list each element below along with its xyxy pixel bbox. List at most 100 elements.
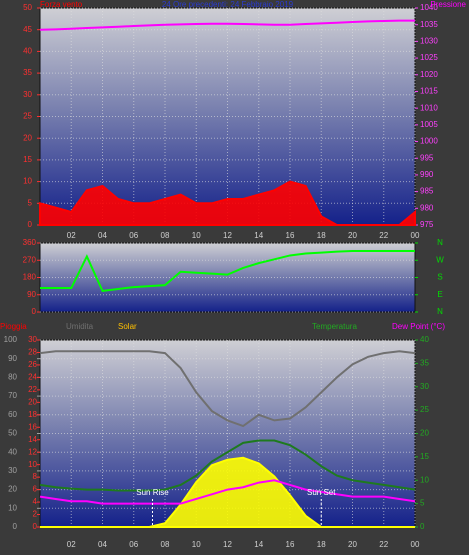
x-tick-label: 02 — [67, 231, 76, 240]
y2-tick-label: 995 — [420, 153, 434, 162]
y2-tick-label: 25 — [420, 405, 429, 414]
legend-label: Temperatura — [312, 322, 357, 331]
legend-label: Solar — [118, 322, 137, 331]
y-tick-label: 20 — [8, 485, 17, 494]
y-tick-label: 20 — [23, 133, 32, 142]
series-line — [40, 250, 415, 292]
y3-tick-label: 10 — [28, 460, 37, 469]
series-area — [40, 456, 415, 528]
y-tick-label: 70 — [8, 391, 17, 400]
y-tick-label: 360 — [23, 238, 37, 247]
series-line — [39, 439, 416, 492]
y3-tick-label: 6 — [33, 485, 38, 494]
y2-tick-label: 1035 — [420, 20, 438, 29]
x-tick-label: 04 — [98, 231, 107, 240]
x-tick-label: 14 — [254, 231, 263, 240]
y2-tick-label: 15 — [420, 452, 429, 461]
x-tick-label: 18 — [317, 231, 326, 240]
y-tick-label: 180 — [23, 273, 37, 282]
x-tick-label: 00 — [411, 231, 420, 240]
y2-tick-label: S — [437, 273, 442, 282]
y3-tick-label: 16 — [28, 422, 37, 431]
annotation-label: Sun Rise — [136, 488, 169, 497]
y-tick-label: 10 — [23, 177, 32, 186]
y-tick-label: 40 — [8, 447, 17, 456]
y-tick-label: 90 — [8, 354, 17, 363]
y-tick-label: 0 — [28, 220, 33, 229]
y-tick-label: 0 — [13, 522, 18, 531]
y-tick-label: 35 — [23, 68, 32, 77]
y2-tick-label: 1000 — [420, 137, 438, 146]
x-tick-label: 04 — [98, 540, 107, 549]
y-tick-label: 10 — [8, 503, 17, 512]
y3-tick-label: 0 — [33, 522, 38, 531]
x-tick-label: 12 — [223, 540, 232, 549]
y3-tick-label: 28 — [28, 348, 37, 357]
series-area — [39, 180, 416, 226]
annotation-label: Sun Set — [307, 488, 336, 497]
y3-tick-label: 30 — [28, 335, 37, 344]
y2-tick-label: 30 — [420, 382, 429, 391]
x-tick-label: 20 — [348, 540, 357, 549]
y-tick-label: 80 — [8, 373, 17, 382]
y3-tick-label: 14 — [28, 435, 37, 444]
y2-tick-label: 35 — [420, 358, 429, 367]
y-tick-label: 30 — [23, 90, 32, 99]
legend-label: Pressione — [430, 0, 466, 9]
y2-tick-label: 1030 — [420, 36, 438, 45]
y-tick-label: 90 — [27, 290, 36, 299]
y3-tick-label: 12 — [28, 447, 37, 456]
series-line — [39, 19, 415, 31]
x-tick-label: 20 — [348, 231, 357, 240]
y3-tick-label: 26 — [28, 360, 37, 369]
y2-tick-label: 1010 — [420, 103, 438, 112]
x-tick-label: 10 — [192, 540, 201, 549]
x-tick-label: 18 — [317, 540, 326, 549]
y2-tick-label: 980 — [420, 203, 434, 212]
chart-title: 24 Ore precedenti: 24 Febbraio 2019 — [162, 0, 294, 9]
y2-tick-label: 975 — [420, 220, 434, 229]
y2-tick-label: 985 — [420, 187, 434, 196]
y3-tick-label: 8 — [33, 472, 38, 481]
x-tick-label: 16 — [286, 540, 295, 549]
x-tick-label: 22 — [379, 231, 388, 240]
y-tick-label: 100 — [4, 335, 18, 344]
y3-tick-label: 24 — [28, 373, 37, 382]
x-tick-label: 14 — [254, 540, 263, 549]
x-tick-label: 06 — [129, 540, 138, 549]
x-tick-label: 16 — [286, 231, 295, 240]
y2-tick-label: W — [436, 255, 444, 264]
x-tick-label: 06 — [129, 231, 138, 240]
y2-tick-label: 1040 — [420, 3, 438, 12]
y-tick-label: 25 — [23, 112, 32, 121]
y2-tick-label: 0 — [420, 522, 425, 531]
series-line — [39, 350, 416, 428]
x-tick-label: 10 — [192, 231, 201, 240]
legend-label: Forza vento — [40, 0, 83, 9]
y-tick-label: 45 — [23, 25, 32, 34]
y2-tick-label: 1015 — [420, 87, 438, 96]
y2-tick-label: 1025 — [420, 53, 438, 62]
y-tick-label: 50 — [8, 429, 17, 438]
series-line — [39, 479, 416, 505]
y2-tick-label: 5 — [420, 499, 425, 508]
y-tick-label: 50 — [23, 3, 32, 12]
y2-tick-label: 990 — [420, 170, 434, 179]
legend-label: Dew Point (°C) — [392, 322, 445, 331]
x-tick-label: 12 — [223, 231, 232, 240]
x-tick-label: 08 — [161, 540, 170, 549]
x-tick-label: 08 — [161, 231, 170, 240]
y-tick-label: 40 — [23, 47, 32, 56]
x-tick-label: 02 — [67, 540, 76, 549]
y-tick-label: 15 — [23, 155, 32, 164]
y-tick-label: 60 — [8, 410, 17, 419]
y2-tick-label: 1020 — [420, 70, 438, 79]
legend-label: Umidita — [66, 322, 94, 331]
y2-tick-label: E — [437, 290, 442, 299]
y3-tick-label: 4 — [33, 497, 38, 506]
y2-tick-label: N — [437, 307, 443, 316]
y3-tick-label: 22 — [28, 385, 37, 394]
y-tick-label: 5 — [28, 198, 33, 207]
y2-tick-label: N — [437, 238, 443, 247]
